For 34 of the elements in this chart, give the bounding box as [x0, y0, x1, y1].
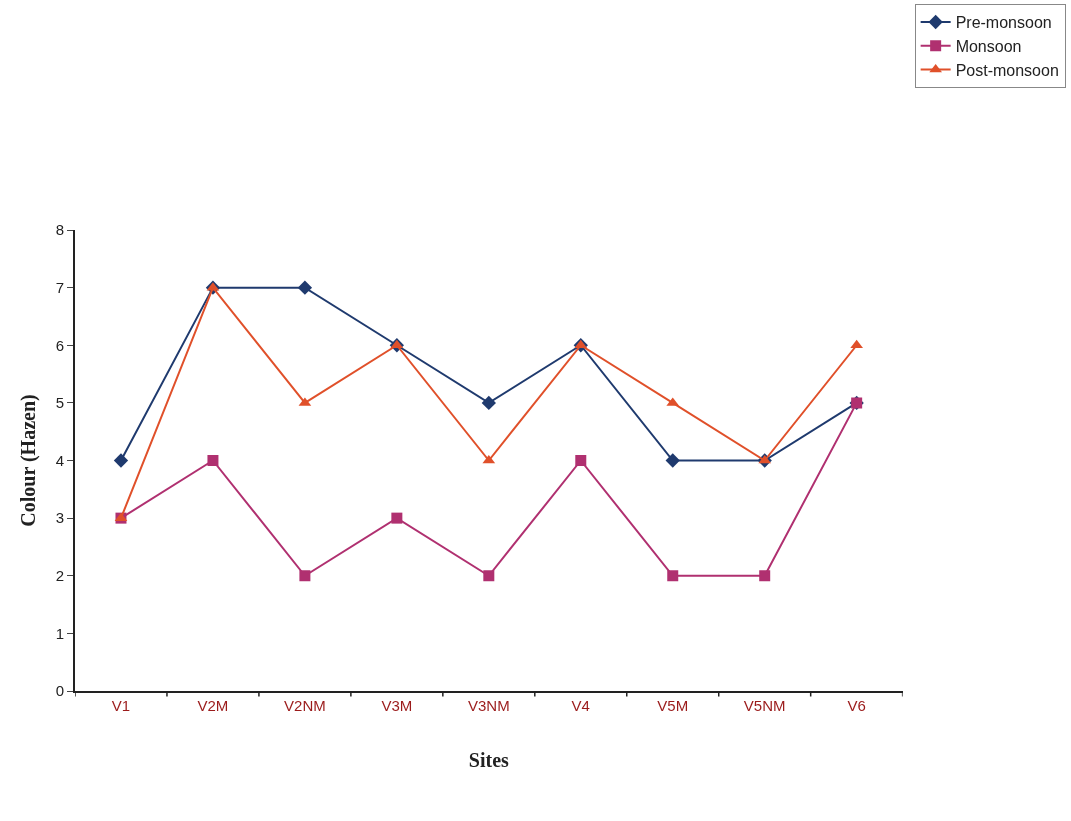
point	[483, 570, 495, 582]
y-tick-label: 6	[55, 336, 64, 354]
x-tick-label: V3M	[381, 697, 413, 714]
x-tick-label: V3NM	[467, 697, 510, 714]
x-axis-title: Sites	[468, 749, 510, 771]
x-tick-label: V4	[571, 697, 590, 714]
point	[759, 570, 771, 582]
x-tick-label: V5M	[657, 697, 689, 714]
y-tick-label: 8	[55, 221, 64, 239]
y-tick-label: 0	[55, 682, 64, 700]
point	[665, 453, 680, 468]
y-tick-label: 5	[55, 394, 64, 412]
point	[667, 570, 679, 582]
point	[113, 453, 129, 468]
y-tick-label: 1	[55, 624, 64, 642]
point	[207, 455, 219, 466]
y-axis-title: Colour (Hazen)	[16, 394, 40, 527]
x-tick-label: V1	[111, 697, 131, 714]
y-tick-label: 4	[55, 451, 64, 469]
x-tick-label: V6	[847, 697, 866, 714]
point	[391, 512, 403, 524]
point	[297, 280, 313, 295]
legend-label: Pre-monsoon	[955, 14, 1052, 32]
y-tick-label: 3	[55, 509, 64, 527]
point	[299, 570, 311, 582]
legend-label: Monsoon	[955, 38, 1022, 56]
point	[575, 455, 587, 466]
x-tick-label: V2NM	[284, 697, 326, 714]
legend-label: Post-monsoon	[955, 61, 1059, 79]
x-tick-label: V5NM	[743, 697, 786, 714]
y-tick-label: 7	[55, 278, 64, 296]
point	[481, 395, 496, 411]
x-tick-label: V2M	[197, 697, 229, 714]
y-tick-label: 2	[55, 567, 64, 584]
